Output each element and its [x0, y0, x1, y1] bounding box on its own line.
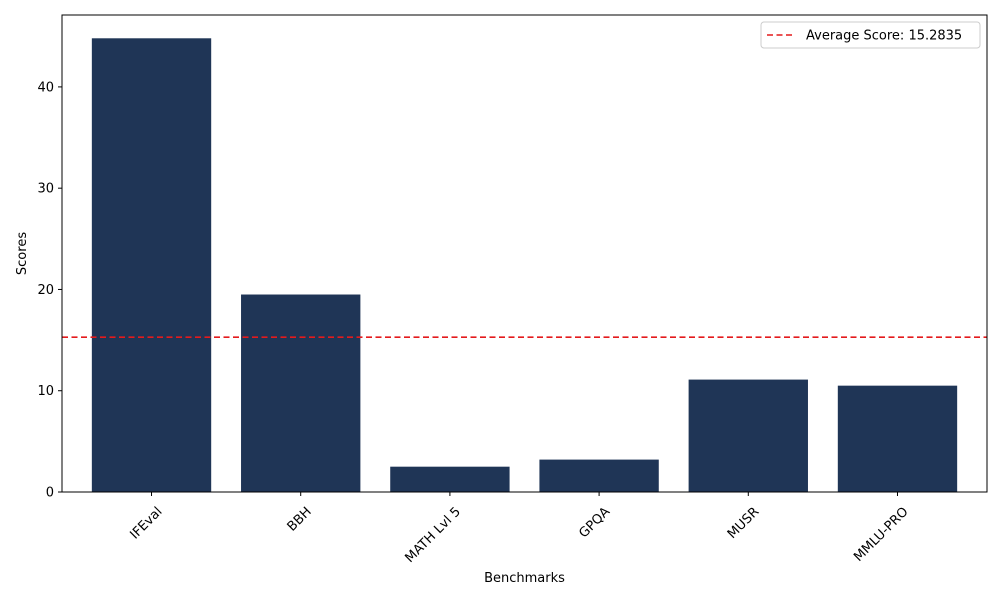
legend-label: Average Score: 15.2835 — [806, 29, 962, 44]
y-tick-label: 10 — [37, 384, 54, 399]
bars-group — [91, 38, 958, 492]
x-tick-label: BBH — [285, 504, 315, 534]
legend-box — [760, 21, 981, 49]
bar-ifeval — [91, 38, 212, 492]
legend: Average Score: 15.2835 — [760, 21, 981, 49]
y-tick-label: 40 — [37, 80, 54, 95]
x-tick-label: IFEval — [128, 504, 166, 542]
bar-mmlu-pro — [837, 385, 958, 492]
y-tick-label: 0 — [46, 486, 54, 501]
y-tick-label: 30 — [37, 182, 54, 197]
x-tick-label: GPQA — [576, 504, 613, 541]
bar-math-lvl-5 — [390, 466, 510, 492]
x-axis-label: Benchmarks — [484, 571, 565, 586]
bar-musr — [688, 379, 808, 492]
x-tick-label: MMLU-PRO — [851, 504, 911, 564]
plot-frame — [61, 14, 988, 493]
x-axis-ticks: IFEval BBH MATH Lvl 5 GPQA MUSR MMLU-PRO — [128, 492, 912, 566]
y-axis-ticks: 0 10 20 30 40 — [37, 80, 62, 501]
y-tick-label: 20 — [37, 283, 54, 298]
y-axis-label: Scores — [15, 232, 30, 275]
x-tick-label: MATH Lvl 5 — [403, 504, 464, 565]
x-tick-label: MUSR — [725, 504, 762, 541]
bar-gpqa — [539, 459, 659, 492]
bar-bbh — [241, 294, 361, 492]
